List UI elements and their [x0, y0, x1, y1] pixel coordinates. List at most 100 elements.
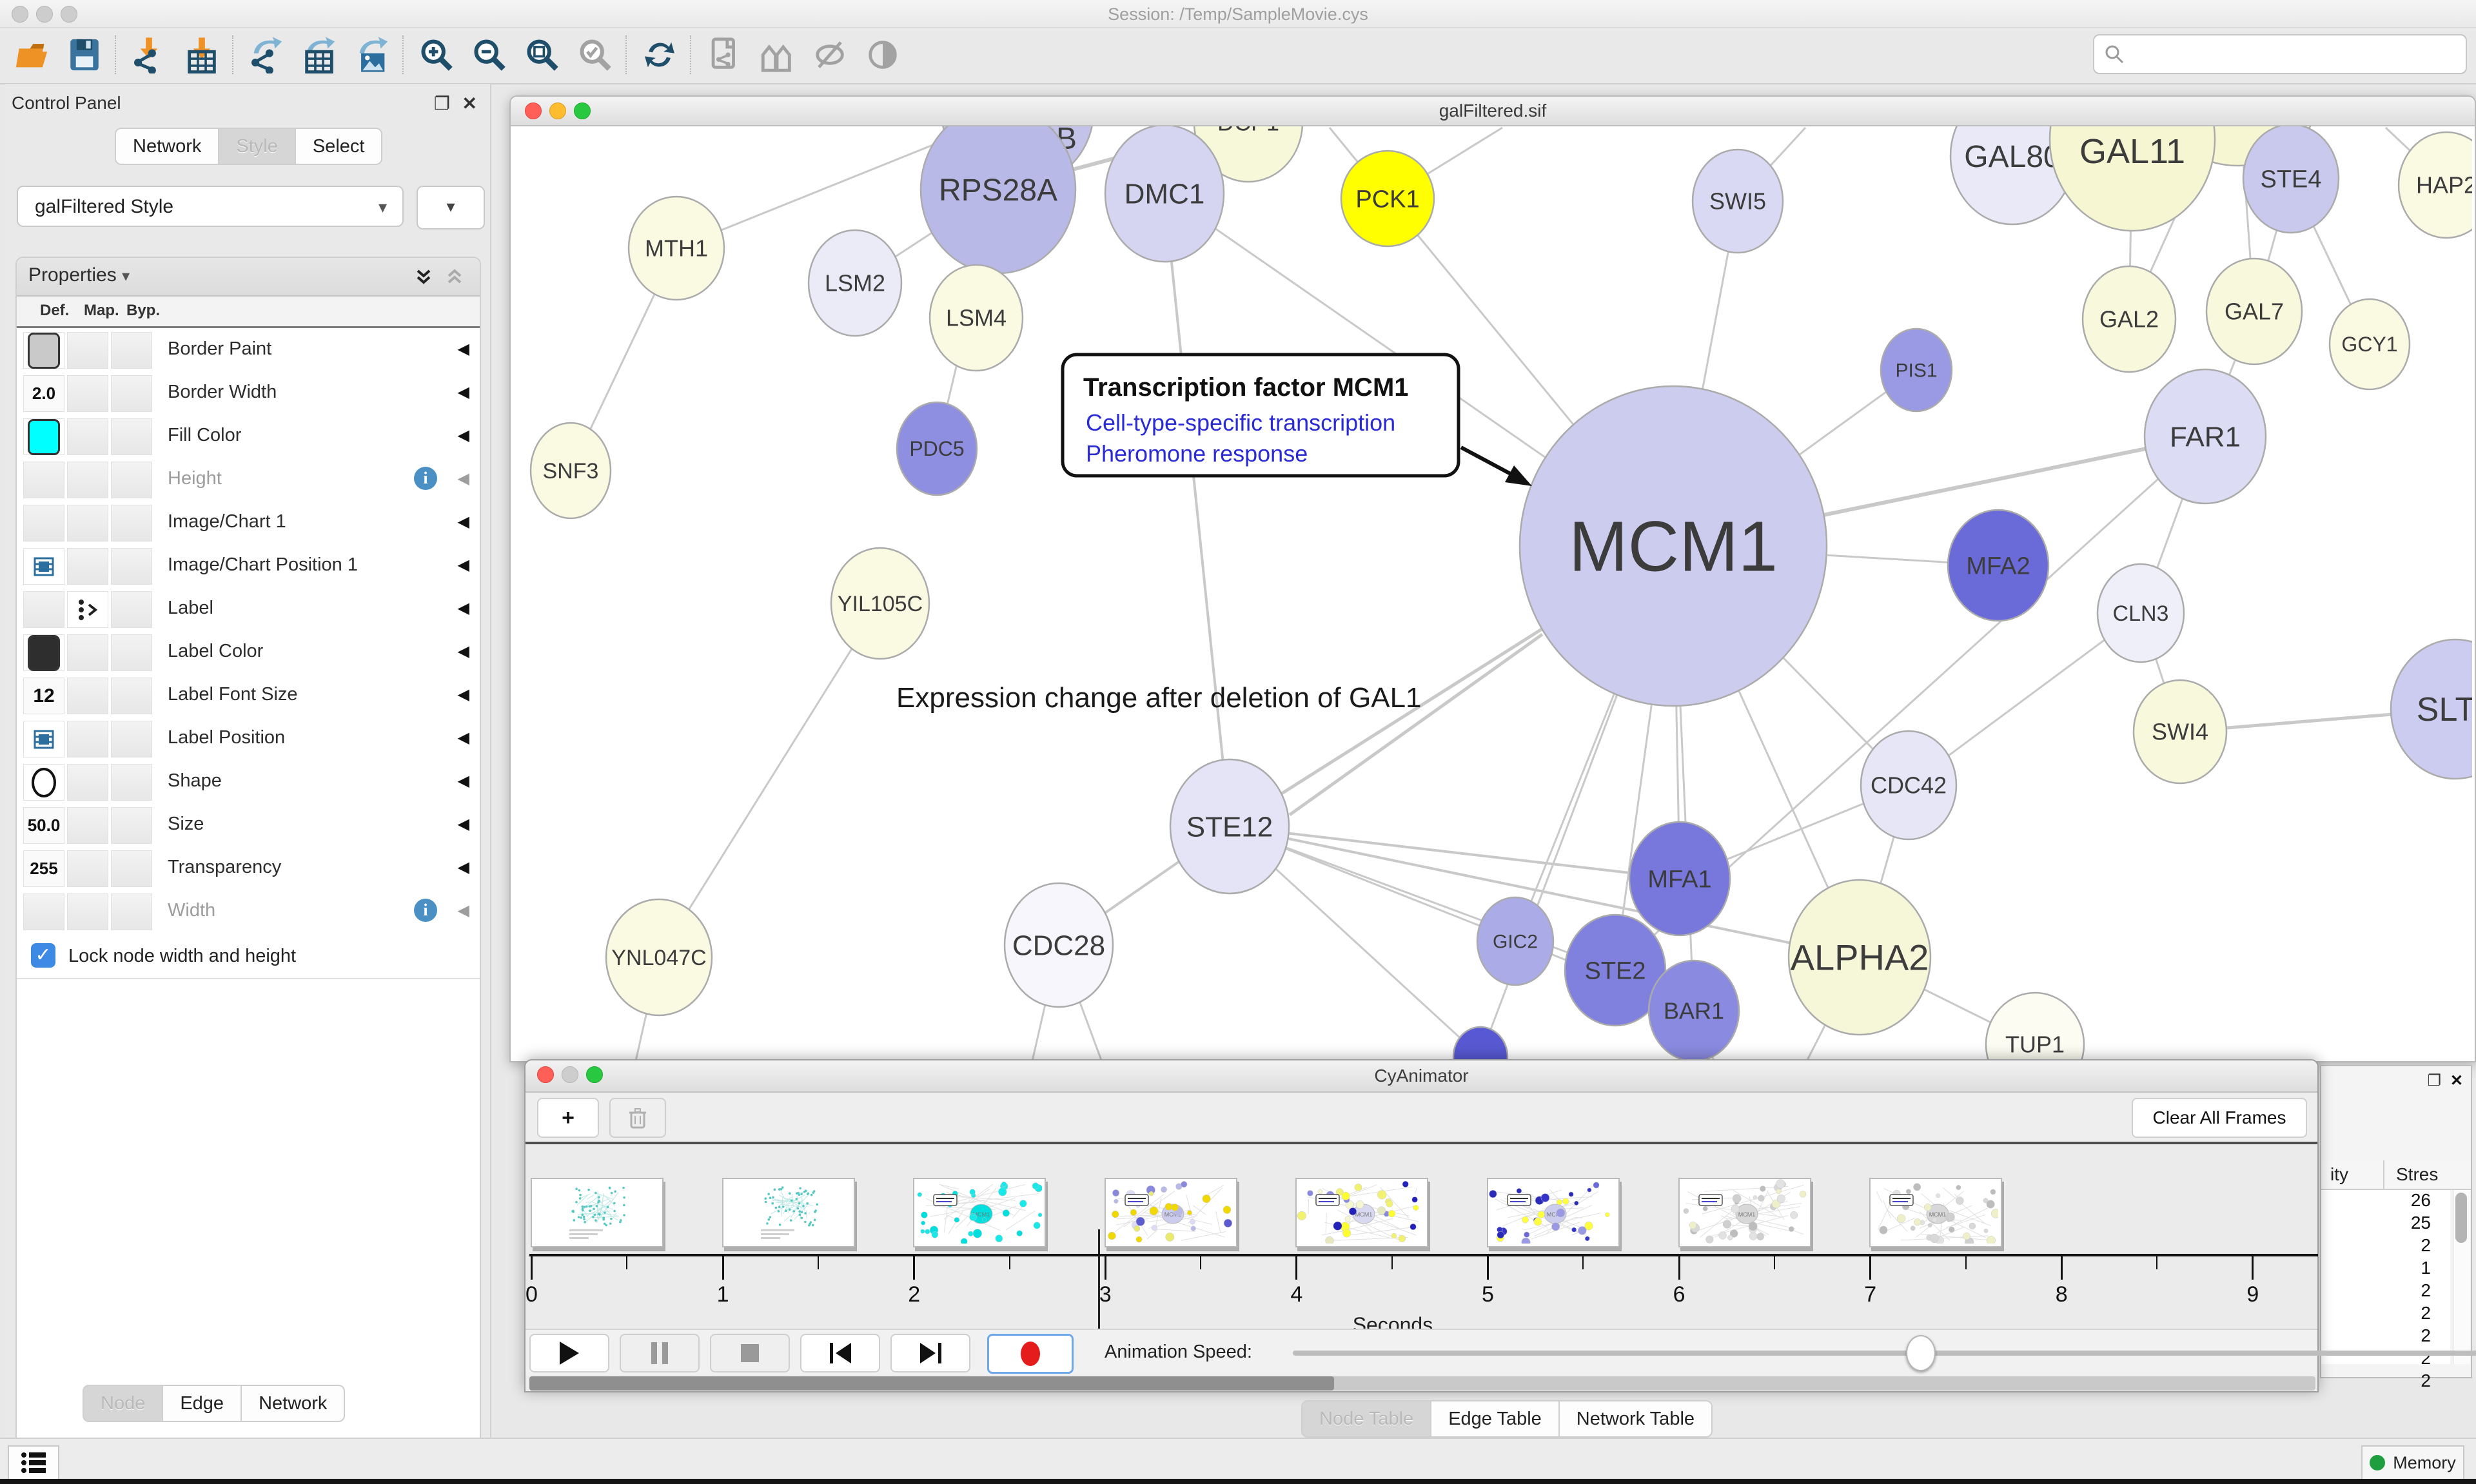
network-node-gcy1[interactable]: [2328, 298, 2411, 391]
column-header[interactable]: Stres: [2396, 1164, 2439, 1184]
copy-view-button[interactable]: [702, 33, 747, 77]
play-button[interactable]: [529, 1334, 609, 1372]
bypass-cell[interactable]: [111, 591, 152, 628]
mapping-cell[interactable]: [67, 505, 108, 542]
default-value-cell[interactable]: 12: [23, 678, 64, 714]
refresh-button[interactable]: [637, 33, 682, 77]
expand-row-icon[interactable]: ◀: [457, 556, 469, 574]
open-button[interactable]: [9, 33, 54, 77]
mapping-cell[interactable]: [67, 721, 108, 757]
playhead[interactable]: [1097, 1229, 1100, 1365]
mapping-cell[interactable]: [67, 332, 108, 369]
zoom-fit-button[interactable]: [520, 33, 565, 77]
expand-row-icon[interactable]: ◀: [457, 686, 469, 703]
zoom-traffic-light[interactable]: [61, 6, 77, 23]
pause-button[interactable]: [620, 1334, 700, 1372]
frame-thumbnail-5[interactable]: MCM1: [1487, 1178, 1620, 1247]
toggle-render-button[interactable]: [860, 33, 905, 77]
bypass-cell[interactable]: [111, 462, 152, 498]
import-network-button[interactable]: [126, 33, 172, 77]
default-value-cell[interactable]: [23, 505, 64, 542]
tab-select[interactable]: Select: [295, 128, 383, 165]
export-image-button[interactable]: [349, 33, 395, 77]
zoom-selected-button[interactable]: [573, 33, 618, 77]
frame-thumbnail-2[interactable]: MCM1: [913, 1178, 1046, 1247]
mapping-cell[interactable]: [67, 375, 108, 412]
delete-frame-button[interactable]: [609, 1098, 666, 1138]
skip-to-start-button[interactable]: [800, 1334, 880, 1372]
mapping-cell[interactable]: [67, 591, 108, 628]
record-button[interactable]: [987, 1334, 1074, 1374]
network-edge[interactable]: [1163, 193, 1231, 827]
bypass-cell[interactable]: [111, 505, 152, 542]
info-icon[interactable]: i: [414, 899, 437, 922]
export-network-button[interactable]: [244, 33, 289, 77]
memory-button[interactable]: Memory: [2361, 1445, 2464, 1480]
mapping-cell[interactable]: [67, 764, 108, 801]
mapping-cell[interactable]: [67, 893, 108, 930]
default-value-cell[interactable]: [23, 764, 64, 801]
skip-to-end-button[interactable]: [890, 1334, 970, 1372]
minimize-traffic-light[interactable]: [549, 103, 566, 119]
network-node-snf3[interactable]: [529, 422, 612, 520]
zoom-out-button[interactable]: [467, 33, 512, 77]
bypass-cell[interactable]: [111, 332, 152, 369]
bypass-cell[interactable]: [111, 850, 152, 887]
expand-row-icon[interactable]: ◀: [457, 902, 469, 919]
tab-style[interactable]: Style: [219, 128, 296, 165]
network-node-mth1[interactable]: [627, 195, 725, 301]
close-panel-icon[interactable]: ✕: [2450, 1072, 2463, 1089]
float-panel-icon[interactable]: ❐: [433, 93, 450, 113]
zoom-traffic-light[interactable]: [586, 1066, 603, 1083]
frame-thumbnail-7[interactable]: MCM1: [1869, 1178, 2003, 1247]
default-value-cell[interactable]: 50.0: [23, 807, 64, 844]
frame-thumbnail-1[interactable]: [722, 1178, 855, 1247]
style-options-button[interactable]: ▾: [417, 186, 485, 229]
find-button[interactable]: [754, 33, 800, 77]
default-value-cell[interactable]: [23, 548, 64, 585]
network-node-swi5[interactable]: [1691, 148, 1784, 254]
tab-edge[interactable]: Edge: [163, 1385, 242, 1422]
mapping-cell[interactable]: [67, 807, 108, 844]
zoom-traffic-light[interactable]: [574, 103, 591, 119]
network-node-pis1[interactable]: [1880, 327, 1953, 413]
network-node-dmc1[interactable]: [1104, 126, 1225, 263]
network-node-tup1[interactable]: [1985, 991, 2085, 1060]
network-node-gic2[interactable]: [1476, 896, 1555, 986]
animation-speed-slider[interactable]: [1293, 1351, 2476, 1356]
table-cell-value[interactable]: 2: [2421, 1303, 2431, 1323]
expand-row-icon[interactable]: ◀: [457, 340, 469, 358]
close-traffic-light[interactable]: [525, 103, 542, 119]
caption-annotation[interactable]: Expression change after deletion of GAL1: [896, 682, 1422, 714]
horizontal-scrollbar[interactable]: [529, 1376, 2315, 1391]
float-panel-icon[interactable]: ❐: [2427, 1072, 2441, 1089]
table-cell-value[interactable]: 26: [2410, 1190, 2431, 1210]
expand-row-icon[interactable]: ◀: [457, 729, 469, 747]
style-selector[interactable]: galFiltered Style ▾: [17, 186, 404, 227]
default-value-cell[interactable]: 255: [23, 850, 64, 887]
properties-header[interactable]: Properties ▾: [17, 258, 480, 297]
minimize-traffic-light[interactable]: [36, 6, 53, 23]
frame-thumbnail-3[interactable]: MCM1: [1104, 1178, 1237, 1247]
network-node-alpha2[interactable]: [1787, 879, 1932, 1036]
close-traffic-light[interactable]: [537, 1066, 554, 1083]
network-node-bar1[interactable]: [1647, 959, 1740, 1060]
default-value-cell[interactable]: [23, 332, 64, 369]
table-header-row[interactable]: ity Stres: [2321, 1160, 2471, 1190]
add-frame-button[interactable]: +: [537, 1098, 599, 1138]
clear-all-frames-button[interactable]: Clear All Frames: [2132, 1098, 2307, 1138]
tab-network[interactable]: Network: [242, 1385, 346, 1422]
frame-thumbnail-4[interactable]: MCM1: [1295, 1178, 1429, 1247]
bypass-cell[interactable]: [111, 375, 152, 412]
cyanimator-titlebar[interactable]: CyAnimator: [526, 1060, 2317, 1093]
table-cell-value[interactable]: 2: [2421, 1371, 2431, 1391]
network-node-mfa1[interactable]: [1628, 821, 1731, 937]
annotation-link[interactable]: Pheromone response: [1086, 440, 1308, 467]
bypass-cell[interactable]: [111, 548, 152, 585]
mapping-cell[interactable]: [67, 548, 108, 585]
zoom-in-button[interactable]: [414, 33, 459, 77]
bypass-cell[interactable]: [111, 418, 152, 455]
network-node-ste4[interactable]: [2242, 126, 2340, 234]
expand-row-icon[interactable]: ◀: [457, 427, 469, 444]
default-value-cell[interactable]: [23, 591, 64, 628]
